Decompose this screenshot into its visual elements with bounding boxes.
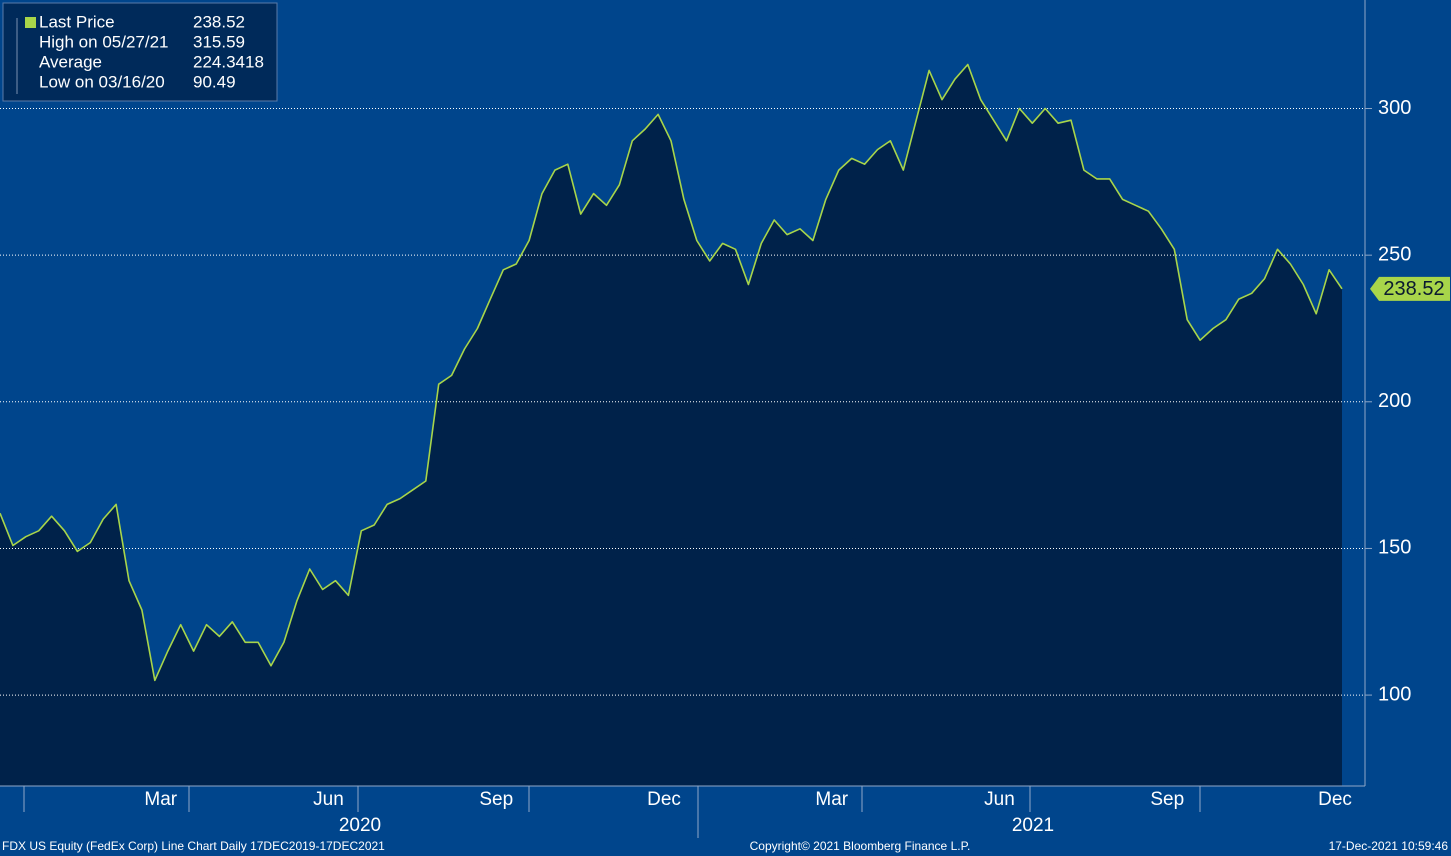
x-tick-label: Sep — [1150, 789, 1184, 810]
legend-value: 90.49 — [193, 72, 236, 91]
footer-center: Copyright© 2021 Bloomberg Finance L.P. — [750, 839, 971, 853]
y-tick-label: 100 — [1378, 683, 1411, 705]
legend-label: Last Price — [39, 12, 115, 31]
legend-label: Average — [39, 52, 102, 71]
legend-value: 238.52 — [193, 12, 245, 31]
last-price-label: 238.52 — [1383, 278, 1444, 300]
legend-box — [2, 2, 278, 102]
footer-right: 17-Dec-2021 10:59:46 — [1329, 839, 1449, 853]
x-quarter-ticks — [23, 786, 1201, 838]
x-tick-label: Jun — [313, 789, 344, 810]
x-tick-label: Mar — [144, 789, 177, 810]
x-tick-label: Jun — [984, 789, 1015, 810]
y-tick-label: 150 — [1378, 537, 1411, 559]
year-label: 2020 — [339, 815, 381, 836]
legend-value: 315.59 — [193, 32, 245, 51]
x-tick-label: Mar — [815, 789, 848, 810]
y-tick-label: 250 — [1378, 243, 1411, 265]
legend: Last Price 238.52 High on 05/27/21 315.5… — [2, 2, 278, 102]
x-tick-label: Dec — [647, 789, 681, 810]
y-tick-label: 300 — [1378, 97, 1411, 119]
x-tick-label: Dec — [1318, 789, 1352, 810]
legend-label: Low on 03/16/20 — [39, 72, 165, 91]
footer-left: FDX US Equity (FedEx Corp) Line Chart Da… — [2, 839, 385, 853]
plot-area — [0, 63, 1365, 786]
legend-swatch — [25, 17, 36, 28]
legend-label: High on 05/27/21 — [39, 32, 169, 51]
year-label: 2021 — [1012, 815, 1054, 836]
legend-value: 224.3418 — [193, 52, 264, 71]
y-tick-label: 200 — [1378, 390, 1411, 412]
area-fill — [0, 64, 1342, 786]
last-price-tag — [1370, 276, 1450, 301]
x-tick-label: Sep — [479, 789, 513, 810]
price-line — [0, 63, 1343, 682]
